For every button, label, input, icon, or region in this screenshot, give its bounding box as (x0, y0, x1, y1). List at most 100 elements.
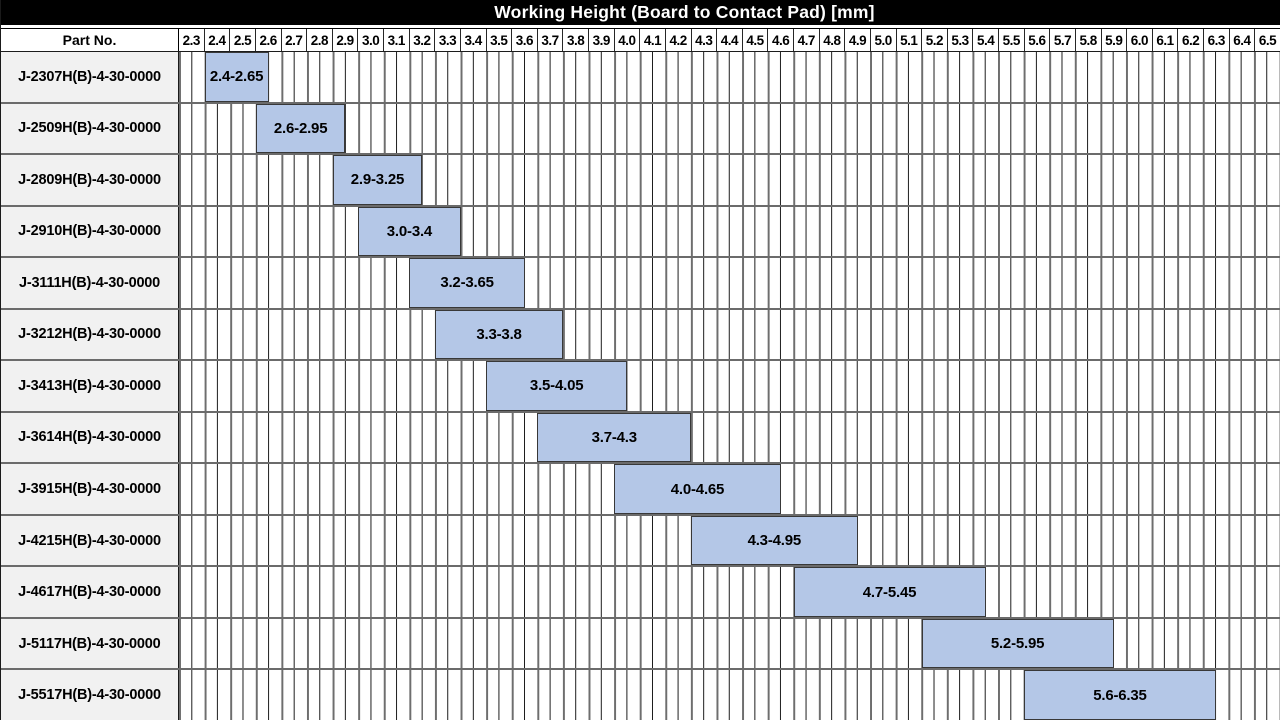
axis-tick-label: 5.4 (972, 29, 998, 51)
row-grid-area: 5.2-5.95 (179, 618, 1280, 669)
title-separator (1, 25, 1280, 28)
table-row: J-4215H(B)-4-30-0000 4.3-4.95 (1, 513, 1280, 566)
row-grid-area: 3.2-3.65 (179, 258, 1280, 308)
part-number-cell: J-2307H(B)-4-30-0000 (1, 52, 179, 102)
working-height-range-bar: 3.7-4.3 (537, 412, 692, 463)
table-row: J-2509H(B)-4-30-0000 2.6-2.95 (1, 101, 1280, 154)
axis-tick-label: 6.0 (1126, 29, 1152, 51)
table-row: J-3111H(B)-4-30-0000 3.2-3.65 (1, 256, 1280, 308)
axis-tick-label: 2.8 (306, 29, 332, 51)
table-row: J-2307H(B)-4-30-0000 2.4-2.65 (1, 52, 1280, 102)
axis-tick-label: 5.7 (1049, 29, 1075, 51)
axis-tick-label: 5.8 (1074, 29, 1101, 51)
working-height-range-bar: 3.0-3.4 (358, 206, 461, 257)
axis-tick-label: 6.2 (1177, 29, 1203, 51)
axis-tick-label: 4.9 (844, 29, 870, 51)
part-number-cell: J-2809H(B)-4-30-0000 (1, 155, 179, 205)
row-grid-area: 2.6-2.95 (179, 103, 1280, 154)
working-height-range-bar: 5.2-5.95 (921, 618, 1114, 669)
table-row: J-5517H(B)-4-30-0000 5.6-6.35 (1, 668, 1280, 720)
table-row: J-3915H(B)-4-30-0000 4.0-4.65 (1, 462, 1280, 514)
axis-tick-label: 5.9 (1100, 29, 1127, 51)
table-row: J-5117H(B)-4-30-0000 5.2-5.95 (1, 616, 1280, 669)
part-number-cell: J-5117H(B)-4-30-0000 (1, 618, 179, 669)
row-grid-area: 5.6-6.35 (179, 670, 1280, 720)
axis-tick-label: 5.1 (895, 29, 922, 51)
chart-title: Working Height (Board to Contact Pad) [m… (1, 0, 1280, 25)
working-height-range-bar: 3.5-4.05 (486, 361, 628, 411)
axis-tick-label: 3.8 (562, 29, 588, 51)
part-number-cell: J-2509H(B)-4-30-0000 (1, 103, 179, 154)
row-grid-area: 4.0-4.65 (179, 464, 1280, 514)
row-grid-area: 2.9-3.25 (179, 155, 1280, 205)
axis-tick-label: 2.5 (229, 29, 255, 51)
row-grid-area: 3.0-3.4 (179, 206, 1280, 257)
axis-tick-label: 4.3 (690, 29, 717, 51)
part-number-cell: J-3111H(B)-4-30-0000 (1, 258, 179, 308)
axis-tick-labels: 2.3 2.4 2.5 2.6 2.7 2.8 2.9 3.0 3.1 3.2 3.3 3.4 3.5 3… (179, 29, 1280, 51)
working-height-range-bar: 2.4-2.65 (204, 52, 269, 102)
axis-tick-label: 3.5 (485, 29, 512, 51)
axis-tick-label: 3.6 (511, 29, 537, 51)
working-height-range-bar: 4.0-4.65 (614, 464, 781, 514)
axis-tick-label: 6.1 (1151, 29, 1178, 51)
table-row: J-2910H(B)-4-30-0000 3.0-3.4 (1, 204, 1280, 257)
axis-tick-label: 3.0 (357, 29, 383, 51)
axis-tick-label: 3.3 (434, 29, 460, 51)
part-number-cell: J-3212H(B)-4-30-0000 (1, 309, 179, 360)
axis-tick-label: 4.5 (741, 29, 768, 51)
part-no-column-header: Part No. (1, 29, 179, 51)
axis-tick-label: 4.1 (639, 29, 665, 51)
working-height-range-bar: 4.7-5.45 (793, 567, 986, 617)
working-height-range-bar: 3.2-3.65 (409, 258, 525, 308)
axis-tick-label: 6.4 (1228, 29, 1255, 51)
axis-tick-label: 2.7 (280, 29, 307, 51)
working-height-range-bar: 2.9-3.25 (332, 155, 423, 205)
axis-tick-label: 2.6 (254, 29, 281, 51)
part-number-cell: J-2910H(B)-4-30-0000 (1, 206, 179, 257)
part-number-cell: J-3413H(B)-4-30-0000 (1, 361, 179, 411)
table-row: J-3614H(B)-4-30-0000 3.7-4.3 (1, 410, 1280, 463)
axis-tick-label: 2.3 (182, 32, 201, 48)
axis-tick-label: 5.2 (921, 29, 947, 51)
row-grid-area: 3.3-3.8 (179, 309, 1280, 360)
working-height-range-bar: 2.6-2.95 (255, 103, 346, 154)
axis-tick-label: 6.5 (1254, 29, 1280, 51)
axis-tick-label: 4.7 (793, 29, 819, 51)
axis-tick-label: 4.2 (664, 29, 691, 51)
part-number-cell: J-4617H(B)-4-30-0000 (1, 567, 179, 617)
axis-tick-label: 3.1 (383, 29, 409, 51)
part-number-cell: J-3915H(B)-4-30-0000 (1, 464, 179, 514)
axis-tick-label: 4.0 (613, 29, 640, 51)
axis-tick-label: 3.9 (588, 29, 614, 51)
part-number-cell: J-4215H(B)-4-30-0000 (1, 515, 179, 566)
axis-tick-label: 5.6 (1023, 29, 1050, 51)
working-height-range-bar: 5.6-6.35 (1023, 670, 1216, 720)
row-grid-area: 2.4-2.65 (179, 52, 1280, 102)
axis-tick-label: 2.9 (331, 29, 358, 51)
axis-tick-label: 5.5 (998, 29, 1024, 51)
working-height-range-bar: 3.3-3.8 (435, 309, 564, 360)
axis-tick-label: 3.4 (459, 29, 486, 51)
table-row: J-3212H(B)-4-30-0000 3.3-3.8 (1, 307, 1280, 360)
part-number-cell: J-5517H(B)-4-30-0000 (1, 670, 179, 720)
row-grid-area: 3.5-4.05 (179, 361, 1280, 411)
axis-tick-label: 5.3 (946, 29, 973, 51)
part-number-cell: J-3614H(B)-4-30-0000 (1, 412, 179, 463)
table-row: J-2809H(B)-4-30-0000 2.9-3.25 (1, 153, 1280, 205)
axis-tick-label: 4.8 (818, 29, 845, 51)
row-grid-area: 3.7-4.3 (179, 412, 1280, 463)
table-row: J-4617H(B)-4-30-0000 4.7-5.45 (1, 565, 1280, 617)
axis-tick-label: 2.4 (203, 29, 230, 51)
axis-tick-label: 3.7 (536, 29, 563, 51)
axis-tick-label: 4.4 (716, 29, 742, 51)
working-height-range-bar: 4.3-4.95 (691, 515, 858, 566)
row-grid-area: 4.7-5.45 (179, 567, 1280, 617)
axis-tick-label: 5.0 (869, 29, 896, 51)
table-row: J-3413H(B)-4-30-0000 3.5-4.05 (1, 359, 1280, 411)
table-rows: J-2307H(B)-4-30-0000 2.4-2.65 J-2509H(B)-4… (1, 52, 1280, 720)
row-grid-area: 4.3-4.95 (179, 515, 1280, 566)
axis-tick-label: 6.3 (1203, 29, 1229, 51)
axis-tick-label: 3.2 (408, 29, 435, 51)
